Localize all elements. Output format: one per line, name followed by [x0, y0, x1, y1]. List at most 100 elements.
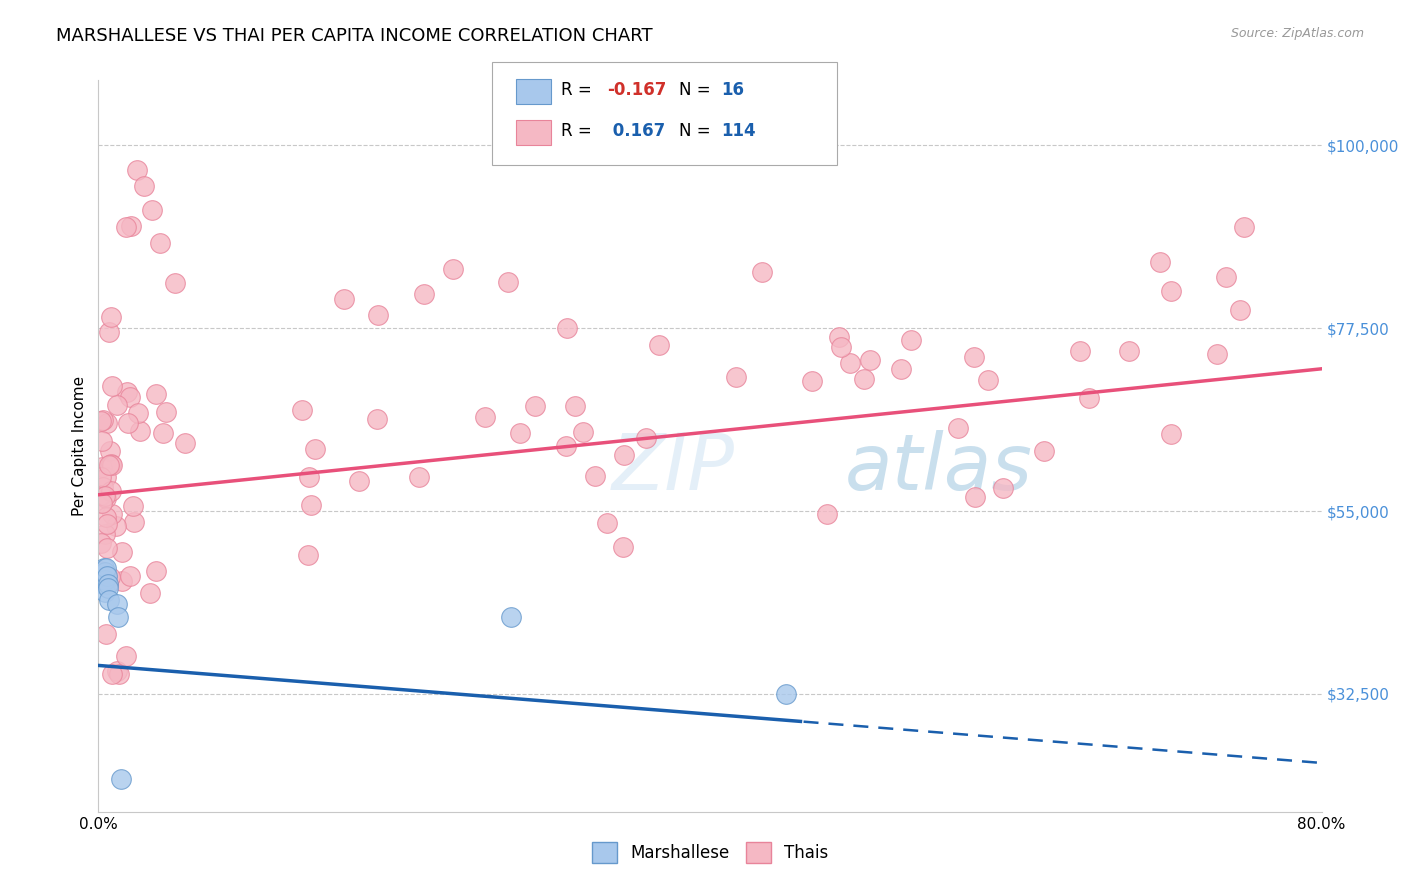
Point: [564, 399, 586, 413]
Point: [91, 412, 114, 426]
Point: [93, 561, 115, 575]
Point: [107, 666, 129, 681]
Point: [613, 448, 636, 462]
Point: [93, 565, 115, 579]
Point: [91, 434, 114, 448]
Point: [946, 421, 969, 435]
Point: [291, 402, 314, 417]
Text: 114: 114: [721, 122, 756, 140]
Point: [105, 598, 128, 612]
Point: [105, 518, 128, 533]
Point: [101, 458, 124, 473]
Point: [97, 576, 120, 591]
Point: [118, 391, 141, 405]
Text: N =: N =: [679, 81, 716, 99]
Point: [1033, 443, 1056, 458]
Point: [111, 545, 134, 559]
Point: [524, 399, 547, 413]
Point: [152, 426, 174, 441]
Point: [90, 536, 112, 550]
Point: [122, 516, 145, 530]
Point: [96, 491, 118, 505]
Point: [141, 203, 163, 218]
Point: [163, 277, 186, 291]
Point: [96, 470, 118, 484]
Text: R =: R =: [561, 122, 598, 140]
Point: [90, 469, 112, 483]
Point: [367, 308, 389, 322]
Point: [97, 458, 120, 472]
Point: [101, 508, 124, 522]
Point: [963, 350, 986, 364]
Point: [91, 577, 114, 591]
Point: [98, 593, 121, 607]
Point: [120, 569, 142, 583]
Point: [127, 406, 149, 420]
Point: [145, 386, 167, 401]
Point: [900, 334, 922, 348]
Point: [90, 566, 112, 580]
Point: [347, 474, 370, 488]
Point: [474, 409, 496, 424]
Point: [297, 548, 319, 562]
Point: [555, 321, 578, 335]
Point: [725, 370, 748, 384]
Point: [751, 265, 773, 279]
Point: [1069, 344, 1091, 359]
Point: [94, 627, 117, 641]
Point: [91, 480, 114, 494]
Point: [134, 178, 156, 193]
Point: [830, 340, 852, 354]
Point: [800, 374, 823, 388]
Point: [94, 573, 117, 587]
Y-axis label: Per Capita Income: Per Capita Income: [72, 376, 87, 516]
Point: [90, 496, 112, 510]
Point: [1160, 426, 1182, 441]
Point: [115, 219, 138, 234]
Point: [977, 373, 1000, 387]
Point: [1149, 255, 1171, 269]
Point: [963, 490, 986, 504]
Point: [1215, 270, 1237, 285]
Text: atlas: atlas: [845, 430, 1032, 506]
Point: [890, 362, 912, 376]
Point: [648, 338, 671, 352]
Point: [1205, 347, 1227, 361]
Point: [105, 399, 128, 413]
Point: [105, 665, 128, 679]
Text: ZIP: ZIP: [612, 430, 735, 506]
Point: [555, 439, 578, 453]
Point: [97, 325, 120, 339]
Point: [174, 436, 197, 450]
Point: [96, 569, 118, 583]
Text: -0.167: -0.167: [607, 81, 666, 99]
Legend: Marshallese, Thais: Marshallese, Thais: [585, 836, 835, 869]
Point: [90, 564, 112, 578]
Point: [90, 495, 112, 509]
Point: [333, 293, 356, 307]
Point: [859, 352, 882, 367]
Point: [839, 356, 862, 370]
Point: [94, 489, 117, 503]
Point: [100, 310, 122, 324]
Text: 0.167: 0.167: [607, 122, 665, 140]
Point: [96, 516, 118, 531]
Point: [100, 666, 122, 681]
Point: [1229, 303, 1251, 318]
Point: [97, 581, 120, 595]
Point: [94, 561, 117, 575]
Point: [115, 648, 138, 663]
Point: [94, 510, 117, 524]
Point: [125, 162, 148, 177]
Point: [98, 570, 121, 584]
Point: [120, 219, 142, 234]
Text: 16: 16: [721, 81, 744, 99]
Point: [96, 541, 118, 555]
Point: [94, 585, 117, 599]
Text: N =: N =: [679, 122, 716, 140]
Point: [122, 499, 145, 513]
Point: [98, 444, 121, 458]
Point: [298, 469, 321, 483]
Point: [636, 431, 658, 445]
Text: Source: ZipAtlas.com: Source: ZipAtlas.com: [1230, 27, 1364, 40]
